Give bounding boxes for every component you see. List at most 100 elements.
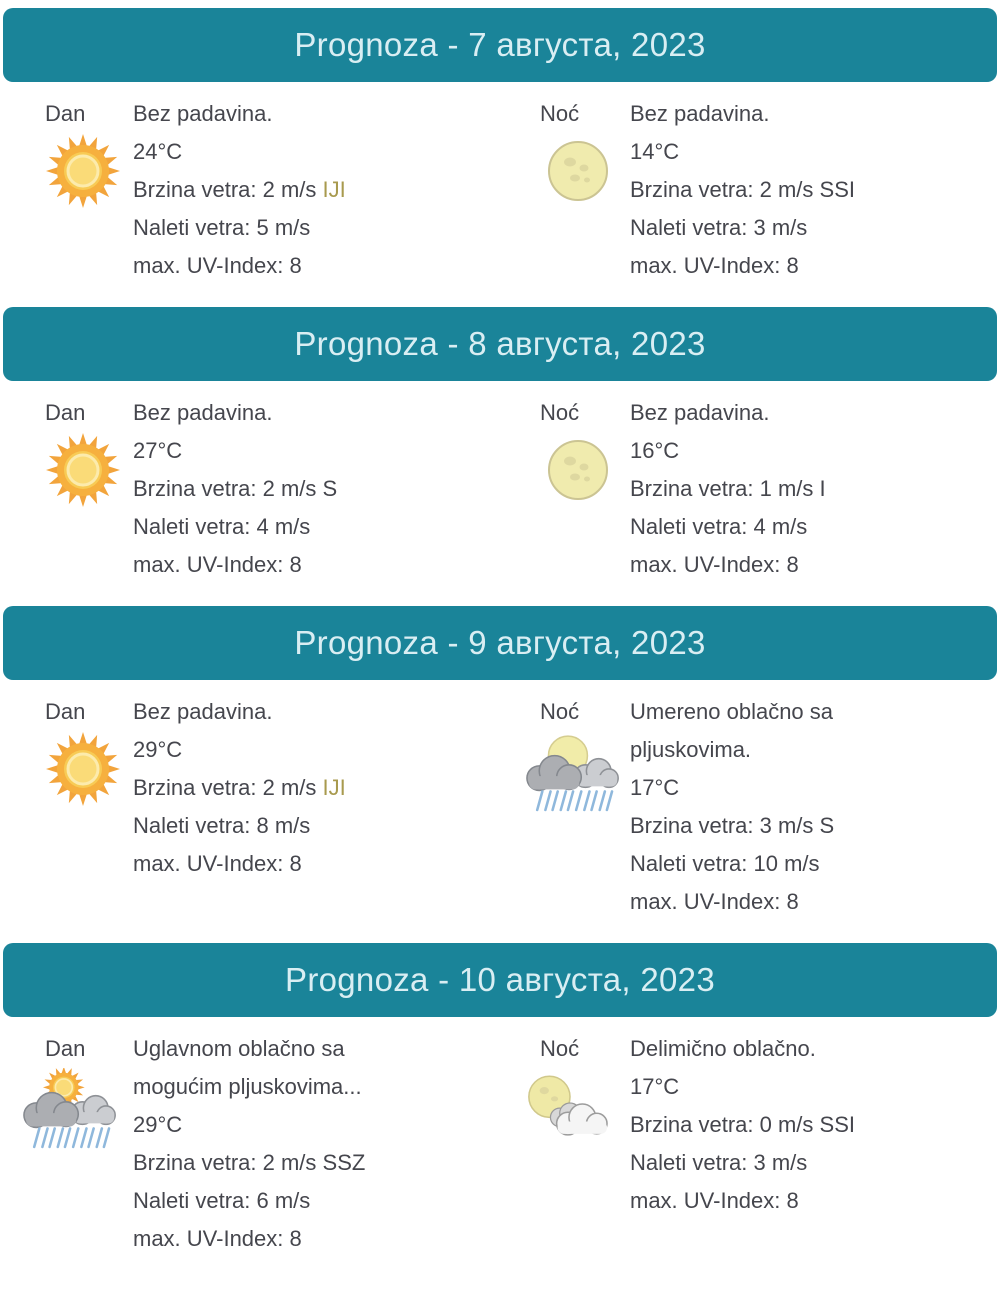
condition-text: Delimično oblačno.: [630, 1036, 816, 1061]
night-details: Bez padavina. 14°C Brzina vetra: 2 m/s S…: [630, 95, 890, 285]
section-title: Prognoza - 7 августа, 2023: [294, 26, 706, 63]
uv-index: max. UV-Index: 8: [630, 1188, 799, 1213]
moon-rain-icon: [520, 731, 630, 813]
wind-direction: S: [322, 476, 338, 501]
temperature: 17°C: [630, 1074, 680, 1099]
section-title: Prognoza - 10 августа, 2023: [285, 961, 715, 998]
uv-index: max. UV-Index: 8: [133, 1226, 302, 1251]
night-column: Noć Umereno oblačno sa pljuskovima. 17°C…: [500, 693, 1000, 921]
section-header: Prognoza - 10 августа, 2023: [3, 943, 997, 1017]
day-details: Uglavnom oblačno sa mogućim pljuskovima.…: [133, 1030, 393, 1258]
wind-gusts: Naleti vetra: 6 m/s: [133, 1188, 311, 1213]
wind-speed: Brzina vetra: 1 m/s I: [630, 470, 890, 508]
sun-icon: [45, 432, 133, 508]
temperature: 29°C: [133, 1112, 183, 1137]
period-label-day: Dan: [45, 101, 86, 126]
wind-direction: SSI: [819, 177, 855, 202]
uv-index: max. UV-Index: 8: [133, 552, 302, 577]
night-icon-area: Noć: [528, 1030, 630, 1140]
period-label-day: Dan: [45, 1036, 86, 1061]
wind-gusts: Naleti vetra: 8 m/s: [133, 813, 311, 838]
wind-gusts: Naleti vetra: 3 m/s: [630, 215, 808, 240]
day-icon-area: Dan: [45, 95, 133, 209]
day-details: Bez padavina. 27°C Brzina vetra: 2 m/s S…: [133, 394, 393, 584]
wind-gusts: Naleti vetra: 4 m/s: [133, 514, 311, 539]
moon-icon: [540, 432, 630, 508]
wind-speed-text: Brzina vetra: 2 m/s: [133, 775, 323, 800]
temperature: 16°C: [630, 438, 680, 463]
period-label-night: Noć: [540, 400, 580, 425]
night-icon-area: Noć: [540, 693, 630, 813]
wind-gusts: Naleti vetra: 4 m/s: [630, 514, 808, 539]
temperature: 17°C: [630, 775, 680, 800]
wind-direction: IJI: [322, 177, 346, 202]
uv-index: max. UV-Index: 8: [630, 253, 799, 278]
wind-gusts: Naleti vetra: 10 m/s: [630, 851, 820, 876]
temperature: 24°C: [133, 139, 183, 164]
night-details: Umereno oblačno sa pljuskovima. 17°C Brz…: [630, 693, 890, 921]
condition-text: Bez padavina.: [133, 101, 273, 126]
forecast-row: Dan Bez padavina. 27°C Brzina vetra: 2 m…: [0, 394, 1000, 606]
day-column: Dan Bez padavina. 24°C Brzina vetra: 2 m…: [0, 95, 500, 285]
section-header: Prognoza - 9 августа, 2023: [3, 606, 997, 680]
section-title: Prognoza - 8 августа, 2023: [294, 325, 706, 362]
forecast-row: Dan Uglavnom oblačno sa mogućim pljuskov…: [0, 1030, 1000, 1280]
wind-speed-text: Brzina vetra: 2 m/s: [630, 177, 820, 202]
day-column: Dan Bez padavina. 29°C Brzina vetra: 2 m…: [0, 693, 500, 883]
wind-speed: Brzina vetra: 2 m/s IJI: [133, 769, 393, 807]
temperature: 14°C: [630, 139, 680, 164]
condition-text: Bez padavina.: [630, 400, 770, 425]
period-label-day: Dan: [45, 699, 86, 724]
wind-speed-text: Brzina vetra: 2 m/s: [133, 476, 323, 501]
section-header: Prognoza - 8 августа, 2023: [3, 307, 997, 381]
wind-speed-text: Brzina vetra: 2 m/s: [133, 1150, 323, 1175]
period-label-night: Noć: [540, 101, 580, 126]
forecast-row: Dan Bez padavina. 24°C Brzina vetra: 2 m…: [0, 95, 1000, 307]
temperature: 27°C: [133, 438, 183, 463]
day-details: Bez padavina. 29°C Brzina vetra: 2 m/s I…: [133, 693, 393, 883]
uv-index: max. UV-Index: 8: [133, 253, 302, 278]
temperature: 29°C: [133, 737, 183, 762]
section-header: Prognoza - 7 августа, 2023: [3, 8, 997, 82]
wind-speed: Brzina vetra: 2 m/s IJI: [133, 171, 393, 209]
day-icon-area: Dan: [45, 394, 133, 508]
wind-direction: I: [819, 476, 826, 501]
wind-speed: Brzina vetra: 2 m/s S: [133, 470, 393, 508]
wind-speed-text: Brzina vetra: 2 m/s: [133, 177, 323, 202]
wind-direction: IJI: [322, 775, 346, 800]
uv-index: max. UV-Index: 8: [630, 552, 799, 577]
wind-speed: Brzina vetra: 3 m/s S: [630, 807, 890, 845]
condition-text: Bez padavina.: [133, 699, 273, 724]
period-label-day: Dan: [45, 400, 86, 425]
wind-speed: Brzina vetra: 0 m/s SSI: [630, 1106, 890, 1144]
condition-text: Umereno oblačno sa pljuskovima.: [630, 699, 834, 762]
period-label-night: Noć: [540, 1036, 580, 1061]
weather-forecast-page: Prognoza - 7 августа, 2023 Dan Bez padav…: [0, 8, 1000, 1280]
uv-index: max. UV-Index: 8: [630, 889, 799, 914]
wind-speed-text: Brzina vetra: 3 m/s: [630, 813, 820, 838]
wind-direction: S: [819, 813, 835, 838]
day-column: Dan Bez padavina. 27°C Brzina vetra: 2 m…: [0, 394, 500, 584]
night-column: Noć Delimično oblačno. 17°C Brzina vetra…: [500, 1030, 1000, 1220]
day-icon-area: Dan: [45, 693, 133, 807]
condition-text: Bez padavina.: [133, 400, 273, 425]
wind-gusts: Naleti vetra: 3 m/s: [630, 1150, 808, 1175]
wind-direction: SSI: [819, 1112, 855, 1137]
wind-speed-text: Brzina vetra: 1 m/s: [630, 476, 820, 501]
uv-index: max. UV-Index: 8: [133, 851, 302, 876]
day-details: Bez padavina. 24°C Brzina vetra: 2 m/s I…: [133, 95, 393, 285]
night-icon-area: Noć: [540, 394, 630, 508]
wind-speed: Brzina vetra: 2 m/s SSZ: [133, 1144, 393, 1182]
night-column: Noć Bez padavina. 14°C Brzina vetra: 2 m…: [500, 95, 1000, 285]
sun-icon: [45, 133, 133, 209]
sun-icon: [45, 731, 133, 807]
condition-text: Uglavnom oblačno sa mogućim pljuskovima.…: [133, 1036, 362, 1099]
section-title: Prognoza - 9 августа, 2023: [294, 624, 706, 661]
wind-speed: Brzina vetra: 2 m/s SSI: [630, 171, 890, 209]
moon-cloud-icon: [520, 1068, 630, 1140]
moon-icon: [540, 133, 630, 209]
night-icon-area: Noć: [540, 95, 630, 209]
night-details: Bez padavina. 16°C Brzina vetra: 1 m/s I…: [630, 394, 890, 584]
forecast-row: Dan Bez padavina. 29°C Brzina vetra: 2 m…: [0, 693, 1000, 943]
wind-speed-text: Brzina vetra: 0 m/s: [630, 1112, 820, 1137]
